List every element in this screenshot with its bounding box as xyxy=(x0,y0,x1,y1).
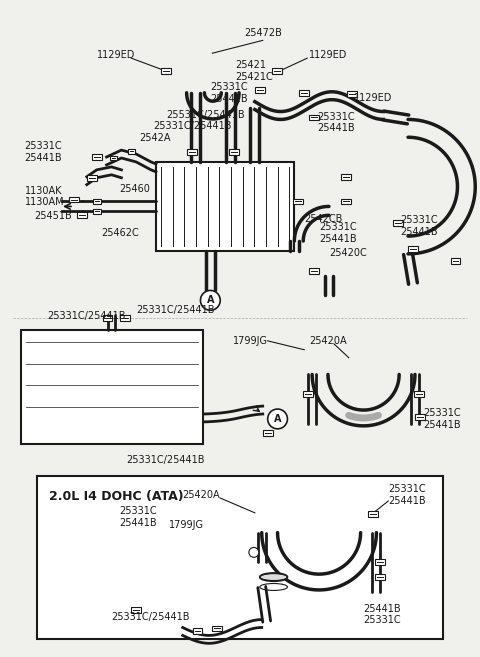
Text: 1799JG: 1799JG xyxy=(233,336,268,346)
Bar xyxy=(303,392,313,397)
Text: 25421
25421C: 25421 25421C xyxy=(235,60,273,82)
Bar xyxy=(408,246,418,252)
Bar xyxy=(309,267,319,274)
Text: 25462C: 25462C xyxy=(102,228,139,238)
Text: 25331C/25441B: 25331C/25441B xyxy=(127,455,205,465)
Bar xyxy=(393,220,403,226)
Bar xyxy=(87,175,96,181)
Ellipse shape xyxy=(260,573,288,581)
Bar xyxy=(415,414,425,420)
Bar xyxy=(110,156,117,160)
Text: 25331C
25441B: 25331C 25441B xyxy=(317,112,355,133)
Bar xyxy=(21,330,204,443)
Bar xyxy=(272,68,281,74)
Bar xyxy=(300,90,309,96)
Bar xyxy=(347,91,357,97)
Text: 25331C
25441B: 25331C 25441B xyxy=(24,141,62,163)
Bar xyxy=(128,148,135,154)
Text: 2542A: 2542A xyxy=(139,133,171,143)
Bar xyxy=(93,209,101,214)
Text: 1130AK
1130AM: 1130AK 1130AM xyxy=(24,186,64,208)
Bar xyxy=(161,68,171,74)
Text: 1129ED: 1129ED xyxy=(96,50,135,60)
Text: 25331C/25441B: 25331C/25441B xyxy=(136,306,215,315)
Bar xyxy=(192,629,203,635)
Circle shape xyxy=(268,409,288,429)
Text: 2.0L I4 DOHC (ATA): 2.0L I4 DOHC (ATA) xyxy=(49,490,184,503)
Text: 25420C: 25420C xyxy=(329,248,367,258)
Text: A: A xyxy=(274,414,281,424)
Text: 25331C/25441B: 25331C/25441B xyxy=(48,311,126,321)
Text: 25441B
25331C: 25441B 25331C xyxy=(363,604,401,625)
Text: 25331C
25441B: 25331C 25441B xyxy=(319,222,357,244)
Bar xyxy=(69,196,79,202)
Text: 25451B: 25451B xyxy=(35,212,72,221)
Bar xyxy=(451,258,460,263)
Bar xyxy=(369,511,378,517)
Text: 25420A: 25420A xyxy=(182,490,220,500)
Bar xyxy=(341,198,351,204)
Bar xyxy=(375,574,385,580)
Text: 25331C
25441B: 25331C 25441B xyxy=(120,506,157,528)
Text: 25331C
25441B: 25331C 25441B xyxy=(400,215,438,237)
Circle shape xyxy=(249,547,259,557)
Bar xyxy=(187,149,196,155)
Text: 25531C/25441B: 25531C/25441B xyxy=(166,110,244,120)
Bar xyxy=(293,198,303,204)
Text: 25331C
25441B: 25331C 25441B xyxy=(210,82,248,104)
Bar xyxy=(120,315,130,321)
Bar xyxy=(229,149,239,155)
Text: 25472B: 25472B xyxy=(244,28,282,39)
Text: 25420A: 25420A xyxy=(309,336,347,346)
Bar xyxy=(255,87,264,93)
Text: 25331C/25441B: 25331C/25441B xyxy=(111,612,190,622)
Bar xyxy=(93,199,101,204)
Bar xyxy=(77,212,87,218)
Bar xyxy=(212,625,222,631)
Text: 25460: 25460 xyxy=(120,184,150,194)
Bar xyxy=(309,114,319,120)
Text: A: A xyxy=(206,296,214,306)
Bar xyxy=(263,430,273,436)
Circle shape xyxy=(201,290,220,310)
Text: 1129ED: 1129ED xyxy=(354,93,392,102)
Bar xyxy=(341,174,351,180)
Bar xyxy=(156,162,294,251)
Text: 25331C
25441B: 25331C 25441B xyxy=(388,484,426,506)
Text: 2542CB: 2542CB xyxy=(304,214,343,224)
Text: 25331C
25441B: 25331C 25441B xyxy=(423,408,460,430)
Bar xyxy=(103,315,112,321)
Bar xyxy=(375,559,385,565)
Text: 25331C/25441B: 25331C/25441B xyxy=(153,122,231,131)
Bar xyxy=(92,154,102,160)
Bar xyxy=(414,392,424,397)
Bar xyxy=(131,607,141,613)
Text: 1799JG: 1799JG xyxy=(169,520,204,530)
Bar xyxy=(37,476,443,639)
Text: 1129ED: 1129ED xyxy=(309,50,348,60)
